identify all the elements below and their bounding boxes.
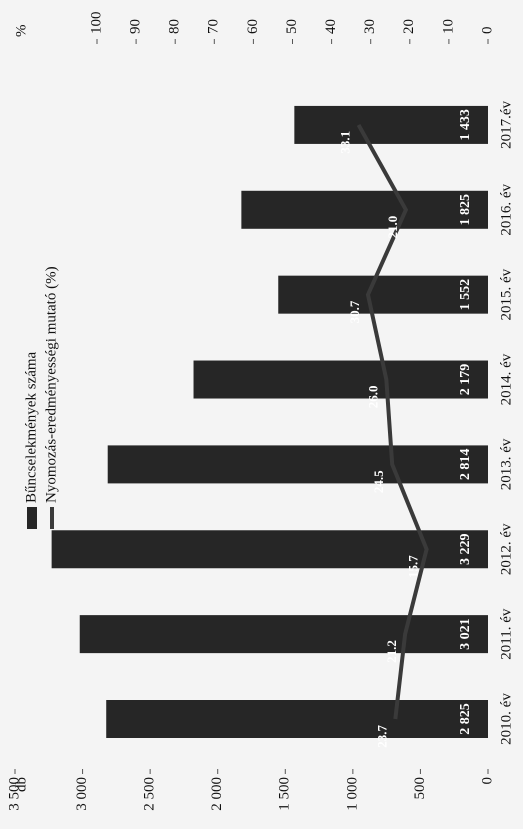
line-value-label: 21.0 xyxy=(385,216,400,239)
legend-label: Bűncselekmények száma xyxy=(23,351,39,503)
line-value-label: 21.2 xyxy=(384,640,399,663)
y2-tick-label: 80 xyxy=(167,19,183,34)
bar-value-label: 2 825 xyxy=(458,703,473,735)
bar-value-label: 2 179 xyxy=(458,364,473,396)
x-tick-label: 2017.év xyxy=(498,100,514,148)
y2-tick-label: 10 xyxy=(440,19,456,34)
y2-tick-label: 100 xyxy=(88,12,104,35)
bar-value-label: 2 814 xyxy=(458,449,473,481)
line-value-label: 26.0 xyxy=(365,386,380,409)
bar-value-label: 1 433 xyxy=(458,109,473,141)
chart: db % 05001 0001 5002 0002 5003 0003 5000… xyxy=(0,0,523,829)
line-value-label: 33.1 xyxy=(338,131,353,154)
y-tick-label: 500 xyxy=(412,777,428,800)
y-tick-label: 1 000 xyxy=(344,777,360,811)
bar xyxy=(108,445,488,483)
bar xyxy=(80,615,488,653)
y-tick-label: 1 500 xyxy=(277,777,293,811)
y-tick-label: 2 000 xyxy=(209,777,225,811)
bar xyxy=(241,191,488,229)
y2-tick-label: 30 xyxy=(362,19,378,34)
x-tick-label: 2013. év xyxy=(498,438,514,490)
y-tick-label: 3 000 xyxy=(74,777,90,811)
line-value-label: 23.7 xyxy=(374,725,389,748)
y2-tick-label: 70 xyxy=(206,19,222,34)
page: {"chart_data": {"type": "bar-line", "cat… xyxy=(0,0,523,829)
legend-swatch xyxy=(27,507,37,529)
line-value-label: 24.5 xyxy=(371,470,386,493)
y2-tick-label: 0 xyxy=(479,27,495,35)
legend-label: Nyomozás-eredményességi mutató (%) xyxy=(43,266,59,503)
x-tick-label: 2014. év xyxy=(498,353,514,405)
line-value-label: 30.7 xyxy=(347,300,362,323)
x-tick-label: 2015. év xyxy=(498,268,514,320)
bar xyxy=(106,700,488,738)
y2-tick-label: 90 xyxy=(128,19,144,34)
x-tick-label: 2012. év xyxy=(498,523,514,575)
x-tick-label: 2010. év xyxy=(498,693,514,745)
bar xyxy=(278,276,488,314)
y-tick-label: 2 500 xyxy=(142,777,158,811)
y-tick-label: 0 xyxy=(479,777,495,785)
y-tick-label: 3 500 xyxy=(6,777,22,811)
x-tick-label: 2011. év xyxy=(498,608,514,660)
bar-value-label: 1 552 xyxy=(458,279,473,311)
y2-tick-label: 60 xyxy=(245,19,261,34)
y2-tick-label: 20 xyxy=(401,19,417,34)
bar-value-label: 1 825 xyxy=(458,194,473,226)
y2-tick-label: 50 xyxy=(284,19,300,34)
y2-axis-label: % xyxy=(13,25,29,38)
y2-tick-label: 40 xyxy=(323,19,339,34)
x-tick-label: 2016. év xyxy=(498,183,514,235)
bar xyxy=(194,361,488,399)
bar-value-label: 3 021 xyxy=(458,618,473,650)
bar-value-label: 3 229 xyxy=(458,534,473,566)
line-value-label: 15.7 xyxy=(406,555,421,578)
